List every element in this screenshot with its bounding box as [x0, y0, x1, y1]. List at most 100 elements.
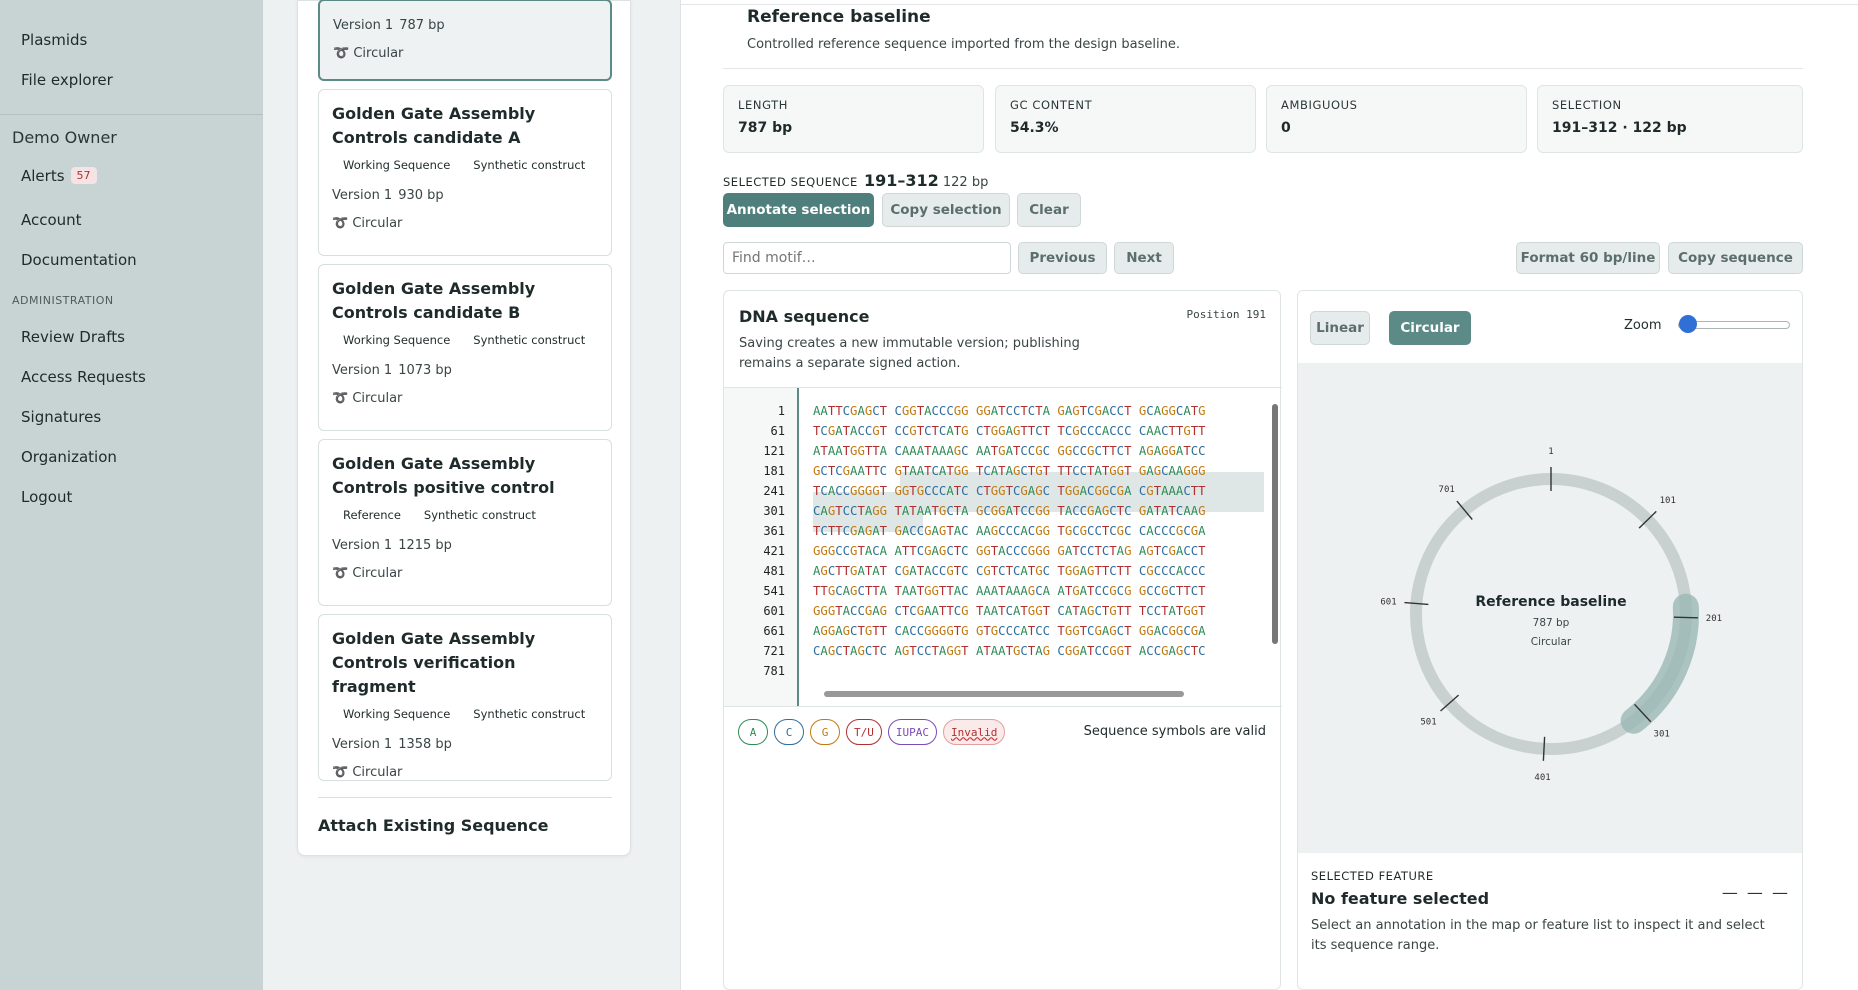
card-version: Version 1 1073 bp [332, 363, 598, 378]
line-number: 1 [777, 404, 785, 418]
tick-label: 401 [1534, 773, 1550, 783]
line-number: 721 [763, 644, 785, 658]
card-length: 1358 bp [398, 737, 452, 752]
selected-sequence-label: SELECTED SEQUENCE [723, 175, 858, 189]
card-tag: Synthetic construct [473, 333, 586, 347]
view-linear-button[interactable]: Linear [1310, 311, 1370, 345]
alerts-count-badge: 57 [70, 167, 97, 184]
tick-label: 301 [1654, 730, 1670, 740]
selected-length: 122 bp [942, 175, 989, 190]
tick-mark [1673, 616, 1698, 619]
sidebar-item-logout[interactable]: Logout [21, 488, 73, 506]
card-tag: Working Sequence [343, 707, 451, 721]
card-tag: Synthetic construct [423, 508, 536, 522]
feature-placeholder: — — — [1721, 883, 1790, 902]
format-button[interactable]: Format 60 bp/line [1516, 242, 1660, 274]
page-description: Controlled reference sequence imported f… [747, 37, 1180, 52]
sequence-line: AGGAGCTGTT CACCGGGGTG GTGCCCATCC TGGTCGA… [813, 624, 1206, 638]
sequence-line: CAGCTAGCTC AGTCCTAGGT ATAATGCTAG CGGATCC… [813, 644, 1206, 658]
sequence-line: ATAATGGTTA CAAATAAAGC AATGATCCGC GGCCGCT… [813, 444, 1206, 458]
circular-icon: ➰ [332, 566, 349, 581]
dna-panel-title: DNA sequence [739, 307, 870, 326]
selected-feature-label: SELECTED FEATURE [1311, 869, 1434, 883]
previous-match-button[interactable]: Previous [1018, 242, 1107, 274]
card-tags: Working Sequence Synthetic construct [332, 333, 598, 347]
line-number: 601 [763, 604, 785, 618]
base-legend: A C G T/U IUPAC Invalid [738, 719, 1006, 745]
stat-selection: SELECTION 191–312 · 122 bp [1537, 85, 1803, 153]
sequence-text[interactable]: AATTCGAGCT CGGTACCCGG GGATCCTCTA GAGTCGA… [813, 401, 1261, 661]
sidebar-item-plasmids[interactable]: Plasmids [21, 31, 88, 49]
tick-mark [1440, 694, 1460, 712]
sequence-line: TCGATACCGT CCGTCTCATG CTGGAGTTCT TCGCCCA… [813, 424, 1206, 438]
card-version-label: Version 1 [332, 737, 393, 752]
line-number: 121 [763, 444, 785, 458]
attach-existing-sequence[interactable]: Attach Existing Sequence [318, 797, 612, 835]
sidebar-item-documentation[interactable]: Documentation [21, 251, 137, 269]
copy-selection-button[interactable]: Copy selection [882, 193, 1010, 227]
view-circular-button[interactable]: Circular [1389, 311, 1471, 345]
sequence-line: GGGTACCGAG CTCGAATTCG TAATCATGGT CATAGCT… [813, 604, 1206, 618]
zoom-slider-handle[interactable] [1678, 315, 1697, 333]
card-version-label: Version 1 [333, 18, 394, 33]
card-title: Golden Gate Assembly Controls positive c… [332, 454, 555, 497]
stat-length: LENGTH 787 bp [723, 85, 984, 153]
selected-feature-title: No feature selected [1311, 889, 1490, 908]
card-version: Version 1 1358 bp [332, 737, 598, 752]
sidebar-divider [0, 114, 263, 115]
find-motif-input[interactable] [723, 242, 1011, 274]
sequence-card[interactable]: Golden Gate Assembly Controls candidate … [318, 89, 612, 256]
zoom-slider[interactable] [1678, 321, 1790, 329]
card-version: Version 1 930 bp [332, 188, 598, 203]
line-number: 421 [763, 544, 785, 558]
card-topology: ➰ Circular [332, 566, 598, 581]
circular-icon: ➰ [333, 46, 350, 61]
sidebar-item-access-requests[interactable]: Access Requests [21, 368, 146, 386]
sequence-card-selected[interactable]: Version 1 787 bp ➰ Circular [318, 0, 612, 81]
vertical-scrollbar[interactable] [1272, 404, 1278, 644]
line-number: 541 [763, 584, 785, 598]
sidebar-item-review-drafts[interactable]: Review Drafts [21, 328, 125, 346]
card-topology: ➰ Circular [333, 46, 597, 61]
card-version: Version 1 787 bp [333, 18, 597, 33]
legend-t: T/U [846, 719, 882, 745]
selection-highlight [813, 512, 923, 532]
clear-selection-button[interactable]: Clear [1017, 193, 1081, 227]
validation-status: Sequence symbols are valid [1083, 724, 1266, 739]
annotate-selection-button[interactable]: Annotate selection [723, 193, 874, 227]
card-topology: ➰ Circular [332, 391, 598, 406]
card-topology-label: Circular [352, 566, 403, 581]
selection-highlight [813, 492, 1264, 512]
sequence-editor[interactable]: 1 61 121 181 241 301 361 421 481 541 601 661 721 781 … [724, 387, 1282, 707]
tick-label: 601 [1380, 597, 1396, 607]
sequence-line: GCTCGAATTC GTAATCATGG TCATAGCTGT TTCCTAT… [813, 464, 1206, 478]
dna-sequence-panel: DNA sequence Position 191 Saving creates… [723, 290, 1282, 990]
sidebar-item-signatures[interactable]: Signatures [21, 408, 102, 426]
circular-icon: ➰ [332, 216, 349, 231]
stat-label: AMBIGUOUS [1281, 98, 1358, 112]
sequence-card[interactable]: Golden Gate Assembly Controls positive c… [318, 439, 612, 606]
plasmid-map[interactable]: 1 101 201 301 401 501 601 701 Reference baseline… [1298, 363, 1802, 853]
map-center-topology: Circular [1531, 636, 1572, 648]
next-match-button[interactable]: Next [1114, 242, 1174, 274]
sidebar-item-alerts[interactable]: Alerts 57 [0, 167, 118, 185]
card-tags: Working Sequence Synthetic construct [332, 158, 598, 172]
tick-label: 501 [1420, 718, 1436, 728]
sequence-card[interactable]: Golden Gate Assembly Controls candidate … [318, 264, 612, 431]
copy-sequence-button[interactable]: Copy sequence [1668, 242, 1803, 274]
selection-arc [1620, 593, 1699, 734]
sequence-card[interactable]: Golden Gate Assembly Controls verificati… [318, 614, 612, 781]
card-tags: Working Sequence Synthetic construct [332, 707, 598, 721]
sidebar-item-account[interactable]: Account [21, 211, 82, 229]
card-tag: Working Sequence [343, 333, 451, 347]
sidebar: Plasmids File explorer Demo Owner Alerts… [0, 0, 263, 990]
sidebar-item-organization[interactable]: Organization [21, 448, 117, 466]
stat-value: 54.3% [1010, 120, 1059, 136]
dna-panel-note: Saving creates a new immutable version; … [739, 336, 1080, 371]
map-toolbar: Linear Circular Zoom [1298, 291, 1802, 363]
divider [723, 68, 1803, 69]
sidebar-item-file-explorer[interactable]: File explorer [21, 71, 113, 89]
stat-ambiguous: AMBIGUOUS 0 [1266, 85, 1527, 153]
line-number: 781 [763, 664, 785, 678]
horizontal-scrollbar[interactable] [824, 691, 1184, 697]
